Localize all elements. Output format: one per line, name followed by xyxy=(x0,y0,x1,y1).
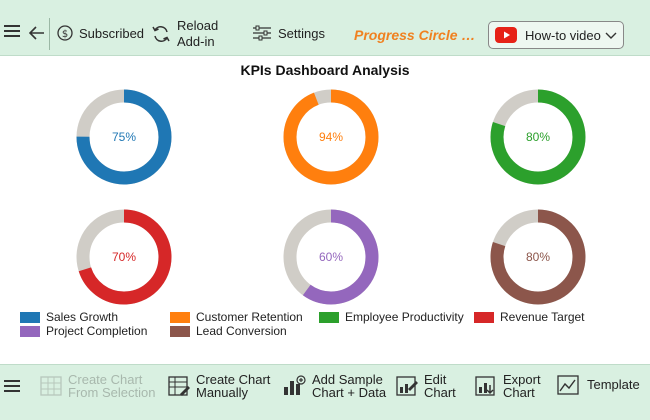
legend-swatch xyxy=(170,325,190,337)
donut-value-arc xyxy=(283,209,379,305)
table-edit-icon xyxy=(168,376,190,396)
reload-label: Reload Add-in xyxy=(177,18,219,49)
donut-sales-growth: 75% xyxy=(76,89,172,185)
export-chart-button[interactable]: Export Chart xyxy=(475,373,541,399)
back-arrow-icon[interactable] xyxy=(29,26,45,40)
legend-swatch xyxy=(170,311,190,323)
reload-addin-button[interactable]: Reload Add-in xyxy=(151,18,225,50)
legend-label: Revenue Target xyxy=(500,310,585,324)
legend-item: Revenue Target xyxy=(474,310,585,324)
dollar-circle-icon: $ xyxy=(57,25,73,41)
donut-project-completion: 60% xyxy=(283,209,379,305)
donut-value-label: 80% xyxy=(526,130,550,144)
edit-chart-icon xyxy=(396,376,418,396)
legend-item: Project Completion xyxy=(20,324,147,338)
legend-swatch xyxy=(20,311,40,323)
toolbar-divider xyxy=(49,18,50,50)
create-chart-manually-button[interactable]: Create Chart Manually xyxy=(168,373,270,399)
sliders-icon xyxy=(253,25,271,41)
howto-label: How-to video xyxy=(525,27,601,43)
donut-value-arc xyxy=(490,209,586,305)
hamburger-icon[interactable] xyxy=(4,24,22,38)
donut-value-arc xyxy=(490,89,586,185)
settings-button[interactable]: Settings xyxy=(252,25,325,41)
legend-label: Sales Growth xyxy=(46,310,119,324)
legend-label: Employee Productivity xyxy=(345,310,464,324)
youtube-icon xyxy=(495,27,517,43)
svg-text:$: $ xyxy=(62,29,68,40)
legend-label: Lead Conversion xyxy=(196,324,287,338)
settings-label: Settings xyxy=(278,25,325,41)
legend-item: Sales Growth xyxy=(20,310,118,324)
donut-customer-retention: 94% xyxy=(283,89,379,185)
donut-revenue-target: 70% xyxy=(76,209,172,305)
template-button[interactable]: Template xyxy=(557,374,640,396)
top-toolbar: $ Subscribed Reload Add-in Settings Prog… xyxy=(0,0,650,56)
donut-lead-conversion: 80% xyxy=(490,209,586,305)
subscribed-label: Subscribed xyxy=(79,25,145,41)
donut-value-arc xyxy=(76,89,172,185)
refresh-icon xyxy=(152,26,170,42)
legend-item: Lead Conversion xyxy=(170,324,287,338)
legend-item: Employee Productivity xyxy=(319,310,464,324)
template-icon xyxy=(557,375,579,395)
legend-item: Customer Retention xyxy=(170,310,303,324)
donut-value-arc xyxy=(76,209,172,305)
legend-label: Customer Retention xyxy=(196,310,303,324)
donut-value-label: 94% xyxy=(319,130,343,144)
legend-swatch xyxy=(474,311,494,323)
donut-value-label: 80% xyxy=(526,250,550,264)
donut-value-label: 60% xyxy=(319,250,343,264)
export-icon xyxy=(475,376,495,396)
template-label: Template xyxy=(587,377,640,392)
subscribed-button[interactable]: $ Subscribed xyxy=(57,25,144,41)
sample-chart-icon xyxy=(284,375,306,395)
kpi-donut-grid: 75% 94% 80% 70% 60% 80% xyxy=(76,89,586,305)
bottom-hamburger-icon[interactable] xyxy=(4,379,22,398)
table-select-icon xyxy=(40,376,62,396)
legend-swatch xyxy=(20,325,40,337)
legend-label: Project Completion xyxy=(46,324,148,338)
create-chart-from-selection-button[interactable]: Create Chart From Selection xyxy=(40,373,155,399)
edit-chart-button[interactable]: Edit Chart xyxy=(396,373,456,399)
bottom-toolbar: Create Chart From Selection Create Chart… xyxy=(0,364,650,420)
donut-employee-productivity: 80% xyxy=(490,89,586,185)
donut-value-label: 75% xyxy=(112,130,136,144)
legend-swatch xyxy=(319,311,339,323)
donut-value-label: 70% xyxy=(112,250,136,264)
chart-title: KPIs Dashboard Analysis xyxy=(240,62,410,78)
howto-video-dropdown[interactable]: How-to video xyxy=(488,21,624,49)
donut-value-arc xyxy=(283,89,379,185)
add-sample-chart-button[interactable]: Add Sample Chart + Data xyxy=(282,373,386,399)
chevron-down-icon xyxy=(605,32,617,39)
